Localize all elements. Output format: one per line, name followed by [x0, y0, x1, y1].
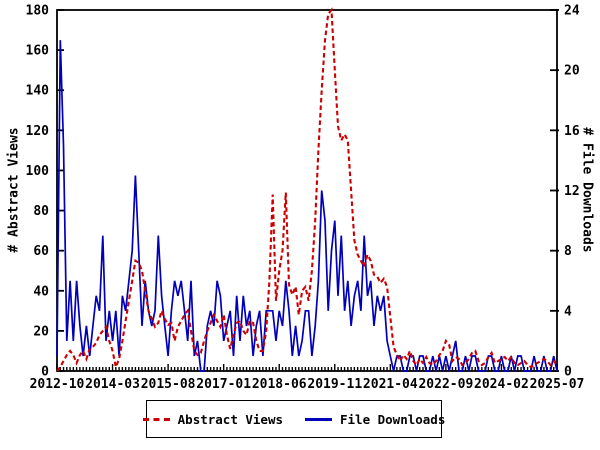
svg-text:2025-07: 2025-07 [530, 377, 585, 392]
svg-text:160: 160 [26, 44, 50, 59]
legend: Abstract Views File Downloads [142, 400, 445, 438]
legend-label-abstract-views: Abstract Views [177, 411, 283, 427]
svg-text:8: 8 [564, 244, 572, 259]
y-axis-left-ticks: 0 20 40 60 80 100 120 140 160 180 [26, 4, 64, 380]
svg-text:80: 80 [33, 204, 49, 219]
svg-text:2022-09: 2022-09 [418, 377, 473, 392]
svg-text:2024-02: 2024-02 [474, 377, 529, 392]
red-dashed-line-sample [142, 417, 170, 421]
y-axis-right-ticks: 0 4 8 12 16 20 24 [550, 4, 580, 380]
svg-text:16: 16 [564, 124, 580, 139]
blue-solid-line-sample [305, 417, 332, 421]
svg-text:2021-04: 2021-04 [363, 377, 418, 392]
series-line-abstract-views [56, 7, 558, 372]
y-axis-left-title: # Abstract Views [6, 127, 22, 253]
svg-text:0: 0 [41, 365, 49, 380]
legend-label-file-downloads: File Downloads [340, 411, 446, 427]
svg-text:2015-08: 2015-08 [141, 377, 196, 392]
svg-text:180: 180 [26, 4, 50, 19]
y-axis-right-title: # File Downloads [579, 127, 595, 253]
svg-text:2018-06: 2018-06 [252, 377, 307, 392]
svg-text:40: 40 [33, 284, 49, 299]
svg-text:20: 20 [33, 324, 49, 339]
svg-text:60: 60 [33, 244, 49, 259]
svg-text:100: 100 [26, 164, 50, 179]
svg-text:0: 0 [564, 365, 572, 380]
svg-text:140: 140 [26, 84, 50, 99]
plot-frame [56, 9, 558, 372]
svg-text:20: 20 [564, 64, 580, 79]
svg-text:24: 24 [564, 4, 580, 19]
svg-text:2012-10: 2012-10 [30, 377, 85, 392]
legend-entry-abstract-views: Abstract Views [142, 411, 283, 427]
svg-text:120: 120 [26, 124, 50, 139]
legend-entry-file-downloads: File Downloads [305, 412, 445, 427]
svg-text:4: 4 [564, 304, 572, 319]
svg-text:2019-11: 2019-11 [307, 377, 362, 392]
svg-text:2014-03: 2014-03 [85, 377, 140, 392]
series-line-file-downloads [56, 40, 558, 372]
svg-text:2017-01: 2017-01 [196, 377, 251, 392]
x-axis-ticks: 2012-10 2014-03 2015-08 2017-01 2018-06 2019-… [30, 364, 585, 392]
svg-text:12: 12 [564, 184, 580, 199]
